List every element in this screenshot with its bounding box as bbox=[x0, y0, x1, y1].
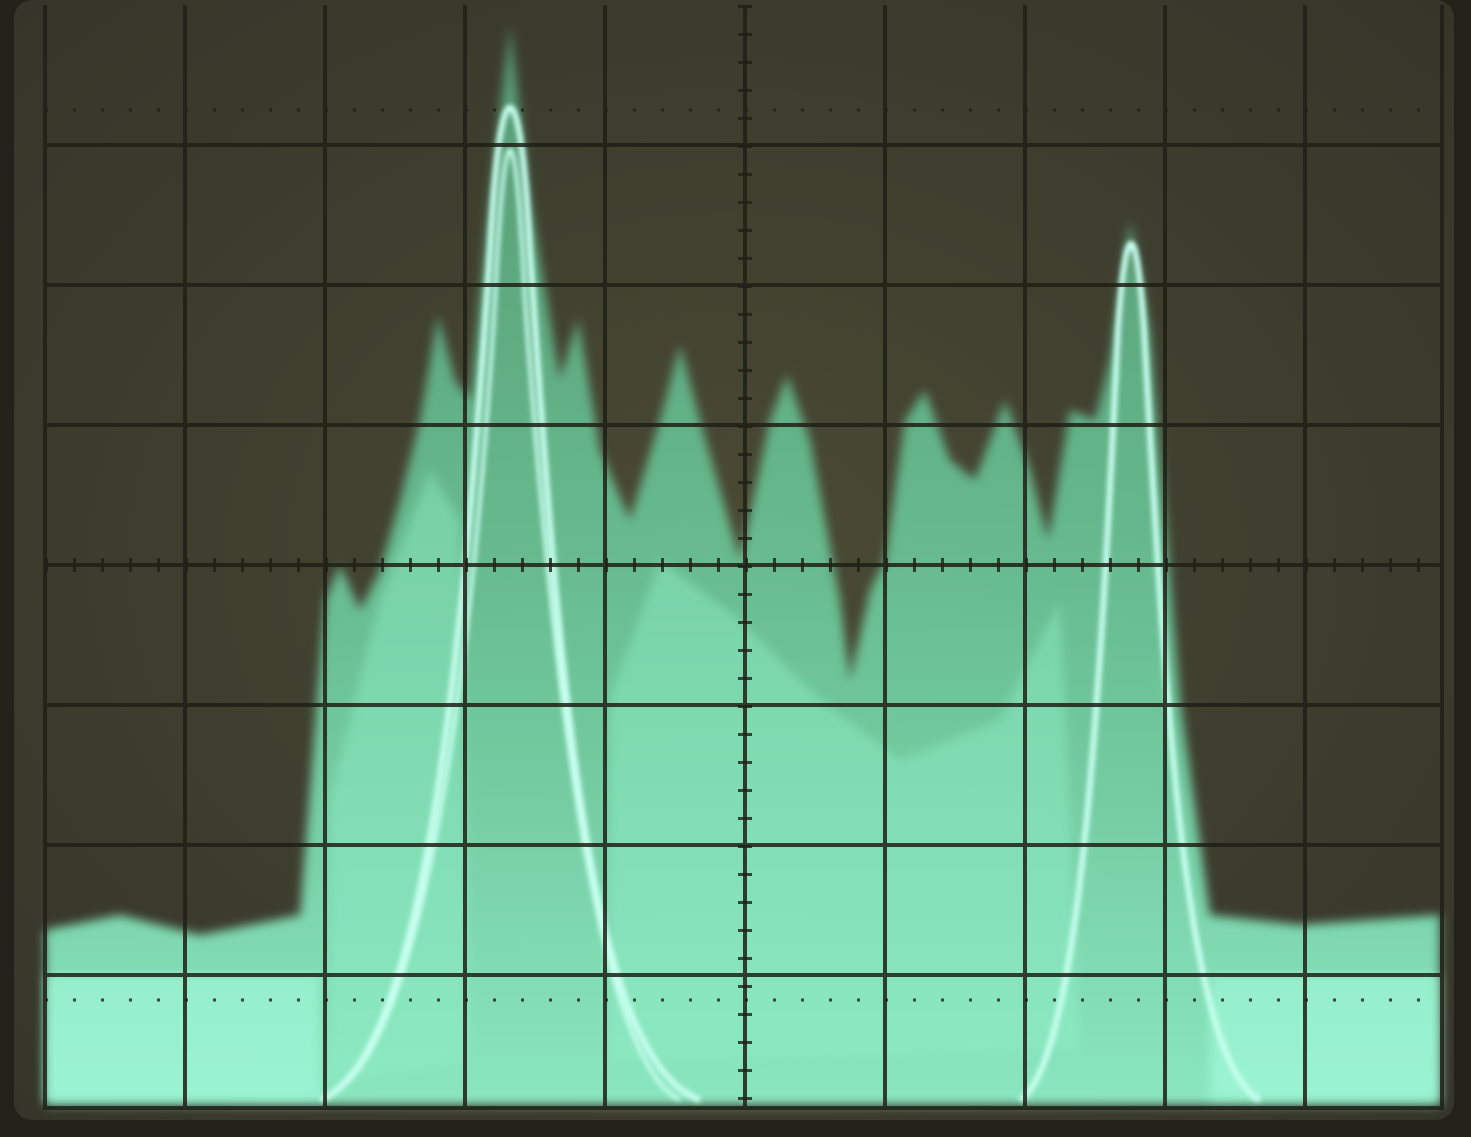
graticule bbox=[43, 5, 1444, 1110]
main-peak-trace bbox=[318, 104, 702, 1103]
inner-noise bbox=[330, 470, 1080, 1080]
right-peak-trace bbox=[1018, 240, 1262, 1103]
main-peak-inner-trace bbox=[329, 148, 681, 1102]
traces bbox=[318, 104, 1262, 1103]
